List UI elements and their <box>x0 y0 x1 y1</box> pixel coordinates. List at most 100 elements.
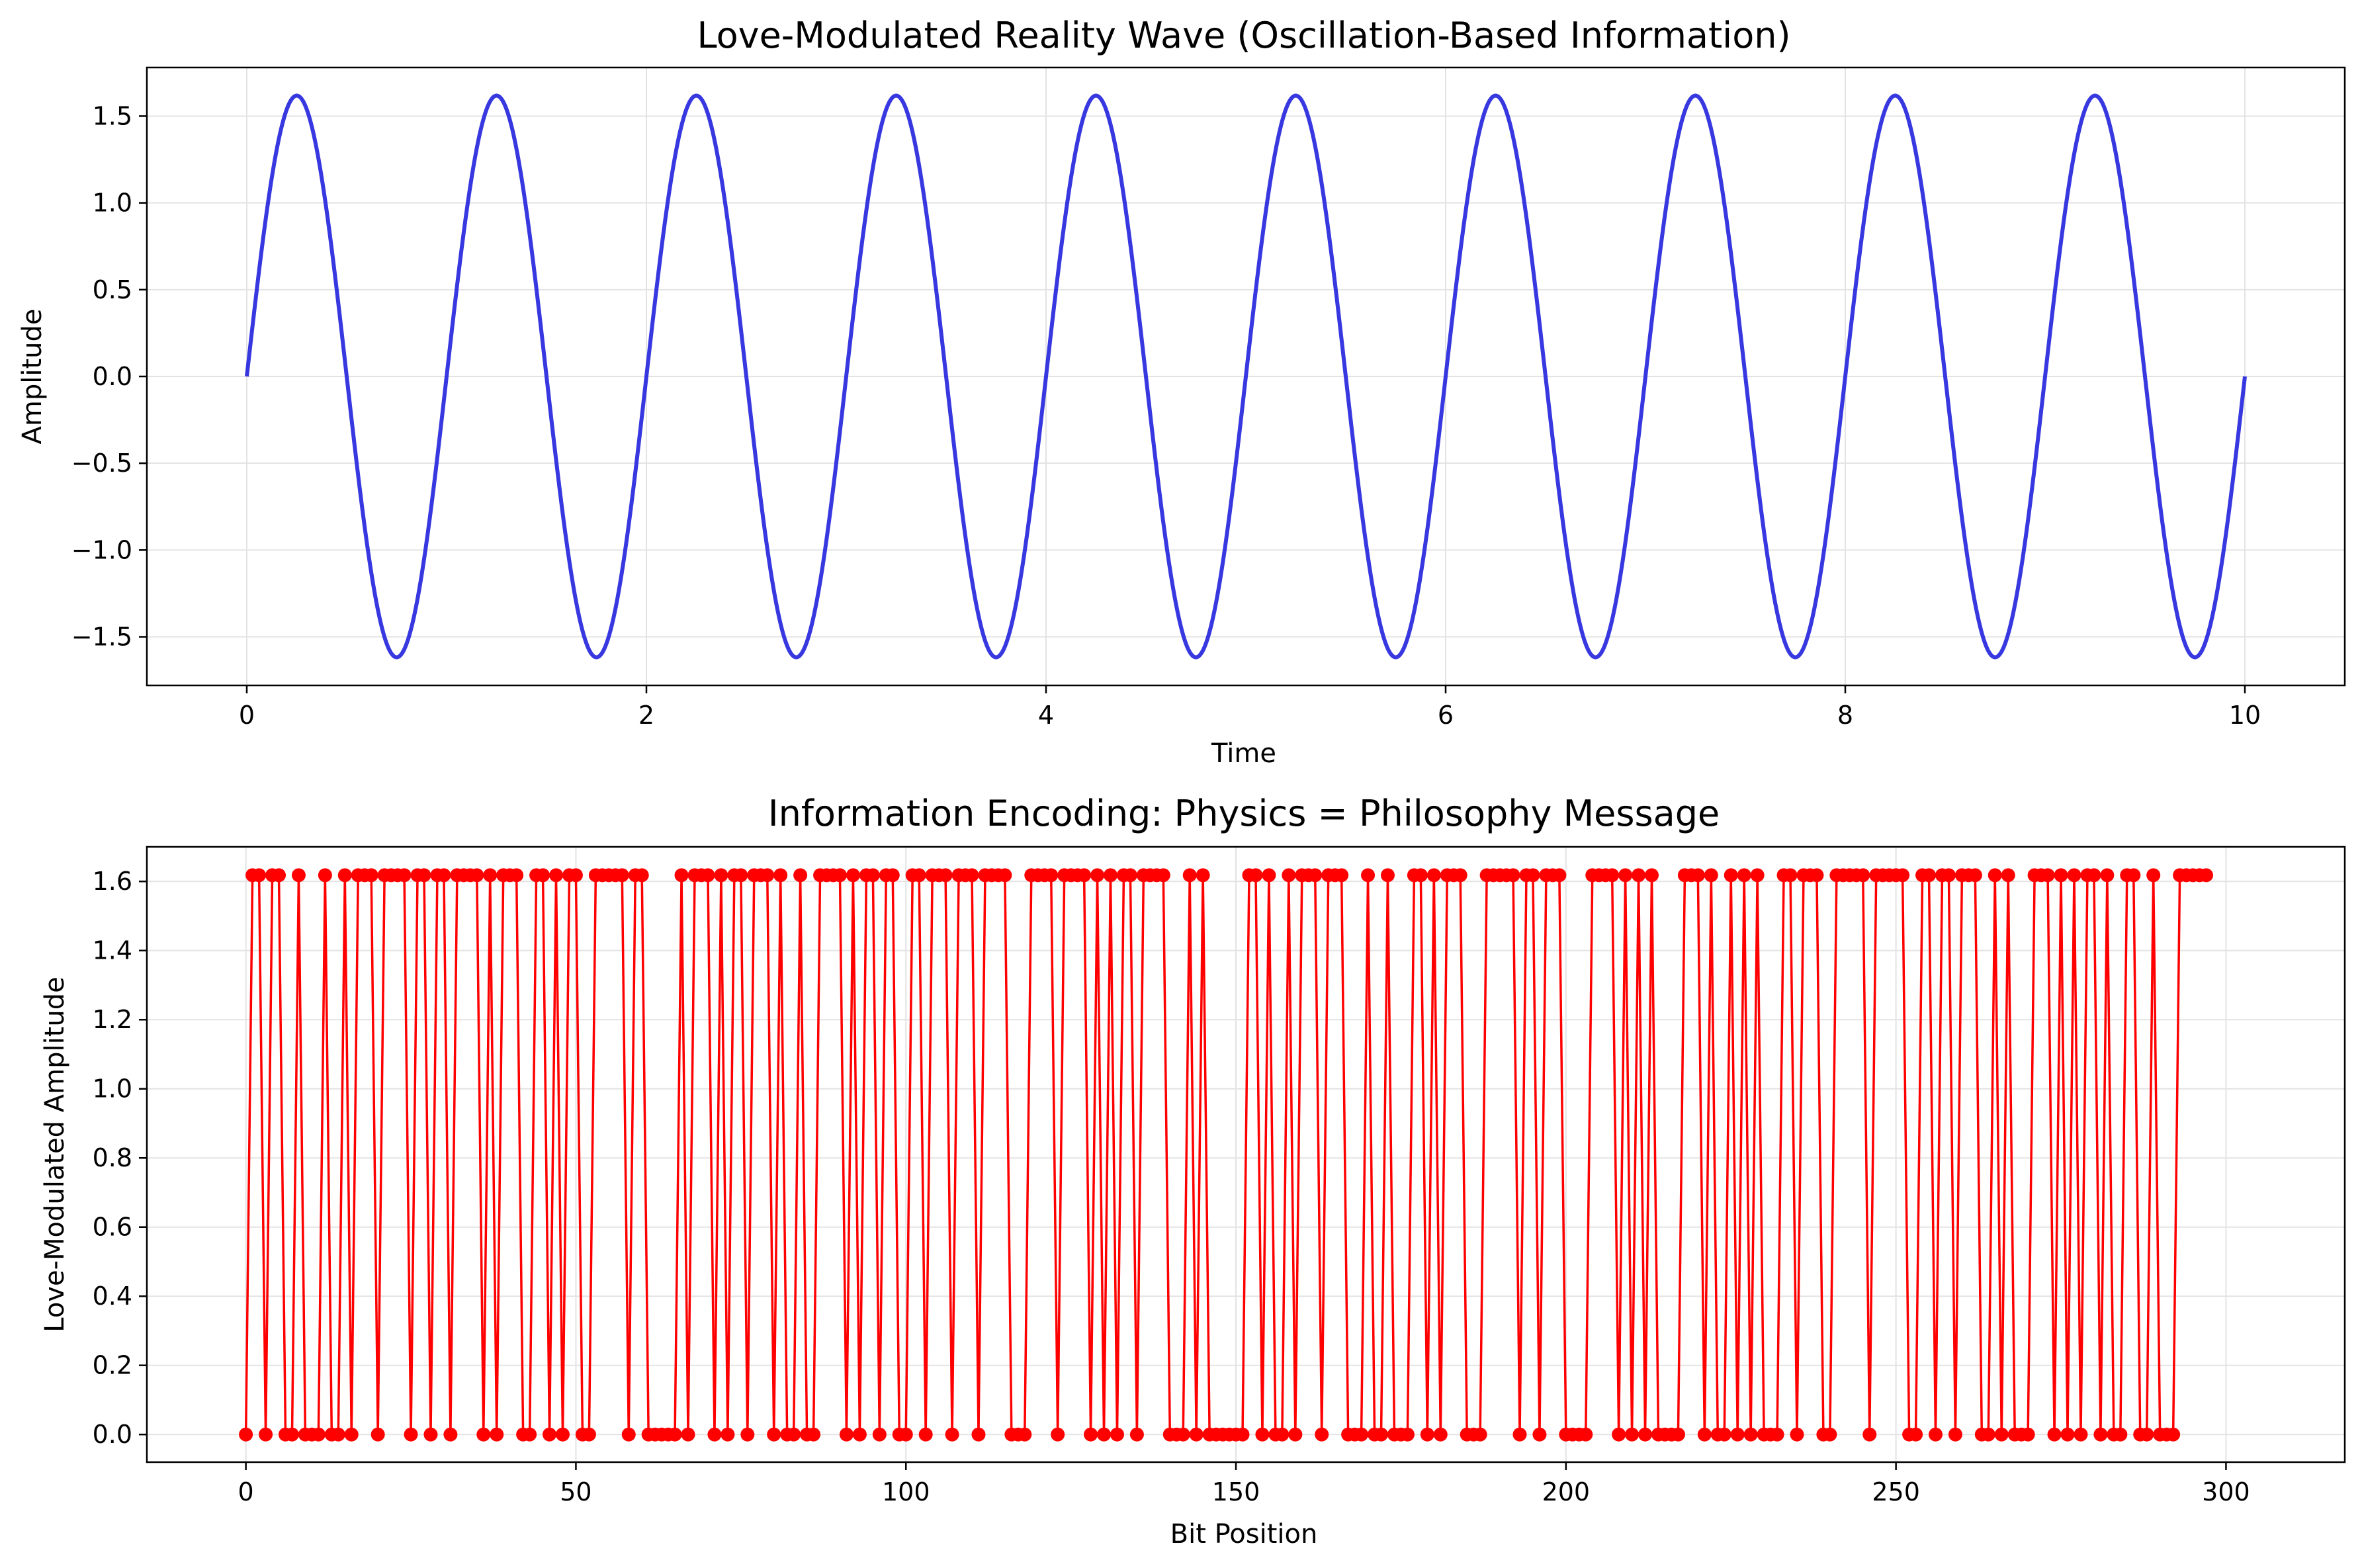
wave-chart-series <box>245 93 2247 660</box>
y-tick-label: 0.2 <box>93 1351 132 1380</box>
bit-marker <box>2067 868 2081 883</box>
x-tick-label: 250 <box>1872 1477 1920 1506</box>
bit-marker <box>1948 1427 1962 1442</box>
bit-marker <box>2047 1427 2062 1442</box>
bit-marker <box>1420 1427 1434 1442</box>
bit-marker <box>2074 1427 2088 1442</box>
bit-marker <box>721 1427 735 1442</box>
bit-marker <box>1506 868 1520 883</box>
bit-marker <box>1612 1427 1626 1442</box>
bit-marker <box>1625 1427 1640 1442</box>
bit-marker <box>760 868 775 883</box>
bit-marker <box>1288 1427 1303 1442</box>
bit-marker <box>318 868 332 883</box>
bit-marker <box>1097 1427 1112 1442</box>
bit-marker <box>1922 868 1937 883</box>
x-tick-label: 0 <box>239 701 255 730</box>
bit-marker <box>1084 1427 1098 1442</box>
x-tick-label: 8 <box>1837 701 1853 730</box>
bit-marker <box>417 868 431 883</box>
y-tick-label: 1.4 <box>93 936 132 965</box>
bit-marker <box>543 1427 557 1442</box>
bit-marker <box>1262 868 1276 883</box>
bit-marker <box>681 1427 695 1442</box>
bit-marker <box>1176 1427 1190 1442</box>
bit-marker <box>1123 868 1137 883</box>
bit-marker <box>1645 868 1659 883</box>
bit-marker <box>2001 868 2015 883</box>
bit-marker <box>284 1427 299 1442</box>
bit-marker <box>2100 868 2115 883</box>
wave-chart-frame <box>146 66 2346 687</box>
bit-marker <box>971 1427 986 1442</box>
bit-marker <box>1156 868 1170 883</box>
bit-marker <box>2040 868 2055 883</box>
encoding-chart-y-ticks: 0.0 0.2 0.4 0.6 0.8 1.0 1.2 1.4 1.6 <box>93 867 147 1449</box>
bit-marker <box>1235 1427 1250 1442</box>
x-tick-label: 100 <box>882 1477 930 1506</box>
bit-marker <box>787 1427 801 1442</box>
x-tick-label: 10 <box>2229 701 2261 730</box>
encoding-chart-series <box>239 868 2213 1442</box>
bit-marker <box>1374 1427 1389 1442</box>
x-tick-label: 50 <box>560 1477 591 1506</box>
bit-marker <box>1077 868 1092 883</box>
bit-marker <box>1671 1427 1685 1442</box>
bit-marker <box>734 868 748 883</box>
bit-marker <box>490 1427 504 1442</box>
wave-chart-x-label: Time <box>1211 738 1276 769</box>
y-tick-label: 0.4 <box>93 1282 132 1311</box>
bit-marker <box>483 868 498 883</box>
y-tick-label: 1.0 <box>93 1074 132 1104</box>
bit-marker <box>1638 1427 1653 1442</box>
bit-marker <box>1697 1427 1712 1442</box>
x-tick-label: 150 <box>1212 1477 1260 1506</box>
bit-marker <box>872 1427 887 1442</box>
y-tick-label: 1.6 <box>93 867 132 896</box>
bit-marker <box>1090 868 1105 883</box>
x-tick-label: 300 <box>2202 1477 2250 1506</box>
bit-marker <box>1526 868 1540 883</box>
bit-marker <box>1790 1427 1804 1442</box>
encoding-chart-x-ticks: 0 50 100 150 200 250 300 <box>238 1462 2250 1506</box>
bit-marker <box>2054 868 2068 883</box>
bit-marker <box>582 1427 596 1442</box>
bit-marker <box>865 868 880 883</box>
bit-marker <box>1248 868 1263 883</box>
bit-marker <box>1730 1427 1745 1442</box>
bit-marker <box>807 1427 821 1442</box>
bit-marker <box>832 868 847 883</box>
bit-marker <box>2113 1427 2128 1442</box>
bit-marker <box>1453 868 1467 883</box>
bit-marker <box>2060 1427 2075 1442</box>
bit-marker <box>634 868 649 883</box>
y-tick-label: 0.5 <box>93 275 132 304</box>
bit-marker <box>239 1427 253 1442</box>
bit-marker <box>2140 1427 2154 1442</box>
bit-marker <box>1018 1427 1032 1442</box>
x-tick-label: 6 <box>1438 701 1454 730</box>
bit-marker <box>364 868 378 883</box>
bit-marker <box>1770 1427 1784 1442</box>
bit-marker <box>918 1427 933 1442</box>
bit-marker <box>1473 1427 1487 1442</box>
y-tick-label: −1.0 <box>71 535 132 564</box>
bit-marker <box>523 1427 537 1442</box>
bit-marker <box>1704 868 1718 883</box>
bit-marker <box>1856 868 1870 883</box>
bit-marker <box>885 868 900 883</box>
x-tick-label: 4 <box>1038 701 1054 730</box>
y-tick-label: 0.6 <box>93 1213 132 1242</box>
bit-marker <box>1743 1427 1758 1442</box>
bit-marker <box>1783 868 1798 883</box>
bit-marker <box>252 868 267 883</box>
bit-marker <box>1579 1427 1593 1442</box>
wave-line <box>245 93 2247 660</box>
bit-marker <box>1354 1427 1369 1442</box>
bit-marker <box>701 868 715 883</box>
bit-marker <box>1605 868 1620 883</box>
bit-marker <box>965 868 979 883</box>
bit-marker <box>945 1427 959 1442</box>
bit-marker <box>1862 1427 1877 1442</box>
bit-marker <box>1737 868 1751 883</box>
